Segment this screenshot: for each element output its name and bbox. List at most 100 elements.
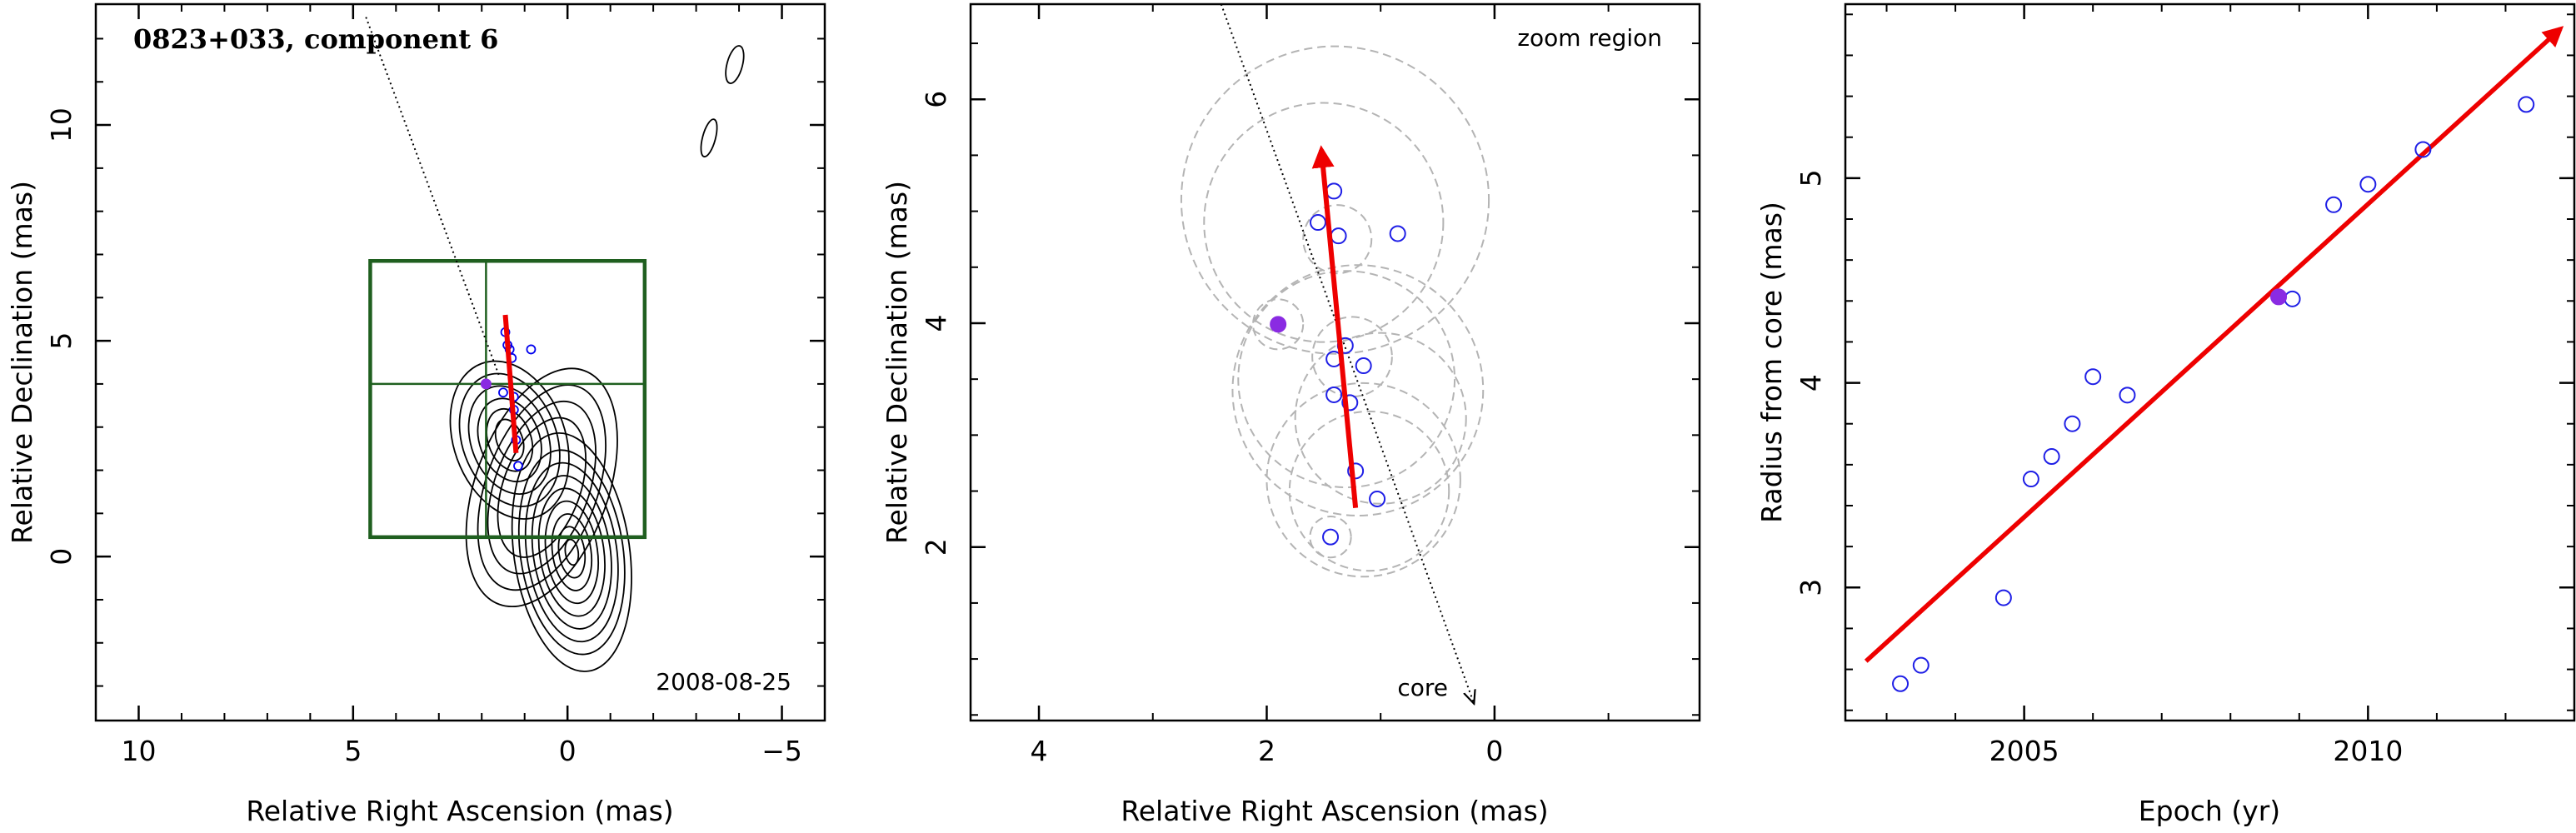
highlighted-epoch-point [2270,288,2288,306]
component-marker [513,461,523,471]
core-label: core [1397,674,1448,701]
position-error-circle [1231,264,1485,516]
outlying-contour [700,118,718,157]
trajectory-line [1220,4,1475,704]
position-error-circle [1294,332,1467,505]
zoom-region-box [368,259,647,540]
contour-line [449,360,570,520]
zoom-layer [1180,4,1490,704]
contour-line [544,500,599,605]
x-axis-label: Epoch (yr) [2139,795,2280,827]
radius-data-point [2359,176,2377,193]
x-tick-label: 4 [1031,735,1048,767]
y-tick-label: 3 [1795,579,1827,596]
position-error-circle [1288,410,1450,572]
radius-data-point [2084,368,2102,386]
contour-line [486,408,534,472]
axis-ticks: 2005 2010 3 4 5 [1795,4,2575,767]
x-axis-label: Relative Right Ascension (mas) [246,795,673,827]
epoch-date-label: 2008-08-25 [656,668,791,696]
contour-line [551,513,593,591]
contour-line [497,416,587,558]
core-direction-line [1220,4,1475,704]
panel-radius-vs-epoch: 2005 2010 3 4 5 Epoch (yr) Radius from core … [1755,2,2576,827]
position-error-circle [1302,204,1373,275]
contour-line [564,538,580,566]
red-motion-arrow [1311,145,1359,508]
axis-ticks: 4 2 0 2 4 6 [920,4,1700,767]
contour-line [467,385,552,495]
radio-contours [449,45,745,672]
fit-arrow [1864,26,2564,663]
x-tick-label: 2 [1258,735,1276,767]
component-position-point [1322,528,1340,546]
position-error-circle [1180,45,1490,355]
trajectory-dotted-line [365,17,500,376]
plot-frame [1844,2,2576,722]
chart-title: 0823+033, component 6 [133,23,498,55]
component-position-point [1325,386,1343,403]
component-marker [526,344,537,355]
radius-data-point [2325,196,2343,213]
contour-line [494,418,525,461]
panel-contour-map: 10 5 0 −5 0 5 10 0823+033, component 6 2008-08… [6,2,826,827]
radius-points [1892,96,2535,692]
contour-line [517,449,626,656]
position-error-circle [1266,382,1461,578]
contour-line [531,475,612,630]
x-tick-label: 0 [559,735,577,767]
x-tick-label: 2010 [2333,735,2403,767]
red-motion-arrow [502,314,519,454]
radius-data-point [1912,656,1930,674]
component-position-point [1341,394,1359,412]
outlying-contour [725,45,745,84]
component-marker [498,387,508,398]
plot-frame [94,2,826,722]
component-position-point [1369,490,1386,507]
x-tick-label: 0 [1485,735,1503,767]
contour-line [537,487,606,617]
component-positions [1270,182,1406,546]
panel-zoom: 4 2 0 2 4 6 zoom region core Relative Right A… [881,2,1701,827]
radius-data-point [2284,290,2301,307]
contour-line [511,432,632,672]
position-error-circle [1237,270,1456,489]
component-position-point [1309,214,1326,232]
radius-data-point [2022,471,2039,488]
y-tick-label: 5 [45,332,77,350]
x-tick-label: −5 [761,735,802,767]
highlighted-epoch-point [1270,316,1287,333]
position-error-circle [1203,102,1445,343]
contour-line [477,384,607,591]
radius-data-point [1994,589,2012,606]
contour-layer [365,17,745,672]
component-position-point [1325,182,1343,200]
motion-arrow [1311,145,1359,508]
plot-frame [969,2,1701,722]
radius-data-point [2064,415,2081,432]
radius-data-point [2518,96,2535,113]
position-error-circle [1252,298,1305,351]
position-error-circle [1309,516,1352,559]
x-axis-label: Relative Right Ascension (mas) [1121,795,1548,827]
radius-data-point [2119,387,2136,404]
component-position-point [1355,357,1372,375]
zoom-region-annotation: zoom region [1517,24,1662,52]
motion-arrow [502,314,519,454]
position-error-circle [1311,316,1393,398]
linear-fit-arrow [1864,26,2564,663]
component-position-point [1347,462,1365,480]
y-tick-label: 6 [920,91,952,108]
x-tick-label: 10 [121,735,156,767]
y-tick-label: 0 [45,548,77,566]
axis-ticks: 10 5 0 −5 0 5 10 [45,4,826,767]
zoom-box [368,259,647,540]
x-tick-label: 2005 [1989,735,2059,767]
epoch-layer [1864,26,2564,692]
y-tick-label: 5 [1795,169,1827,187]
highlighted-epoch-marker [480,378,492,390]
y-axis-label: Relative Declination (mas) [6,181,38,544]
contour-line [487,400,597,575]
radius-data-point [2043,448,2060,466]
